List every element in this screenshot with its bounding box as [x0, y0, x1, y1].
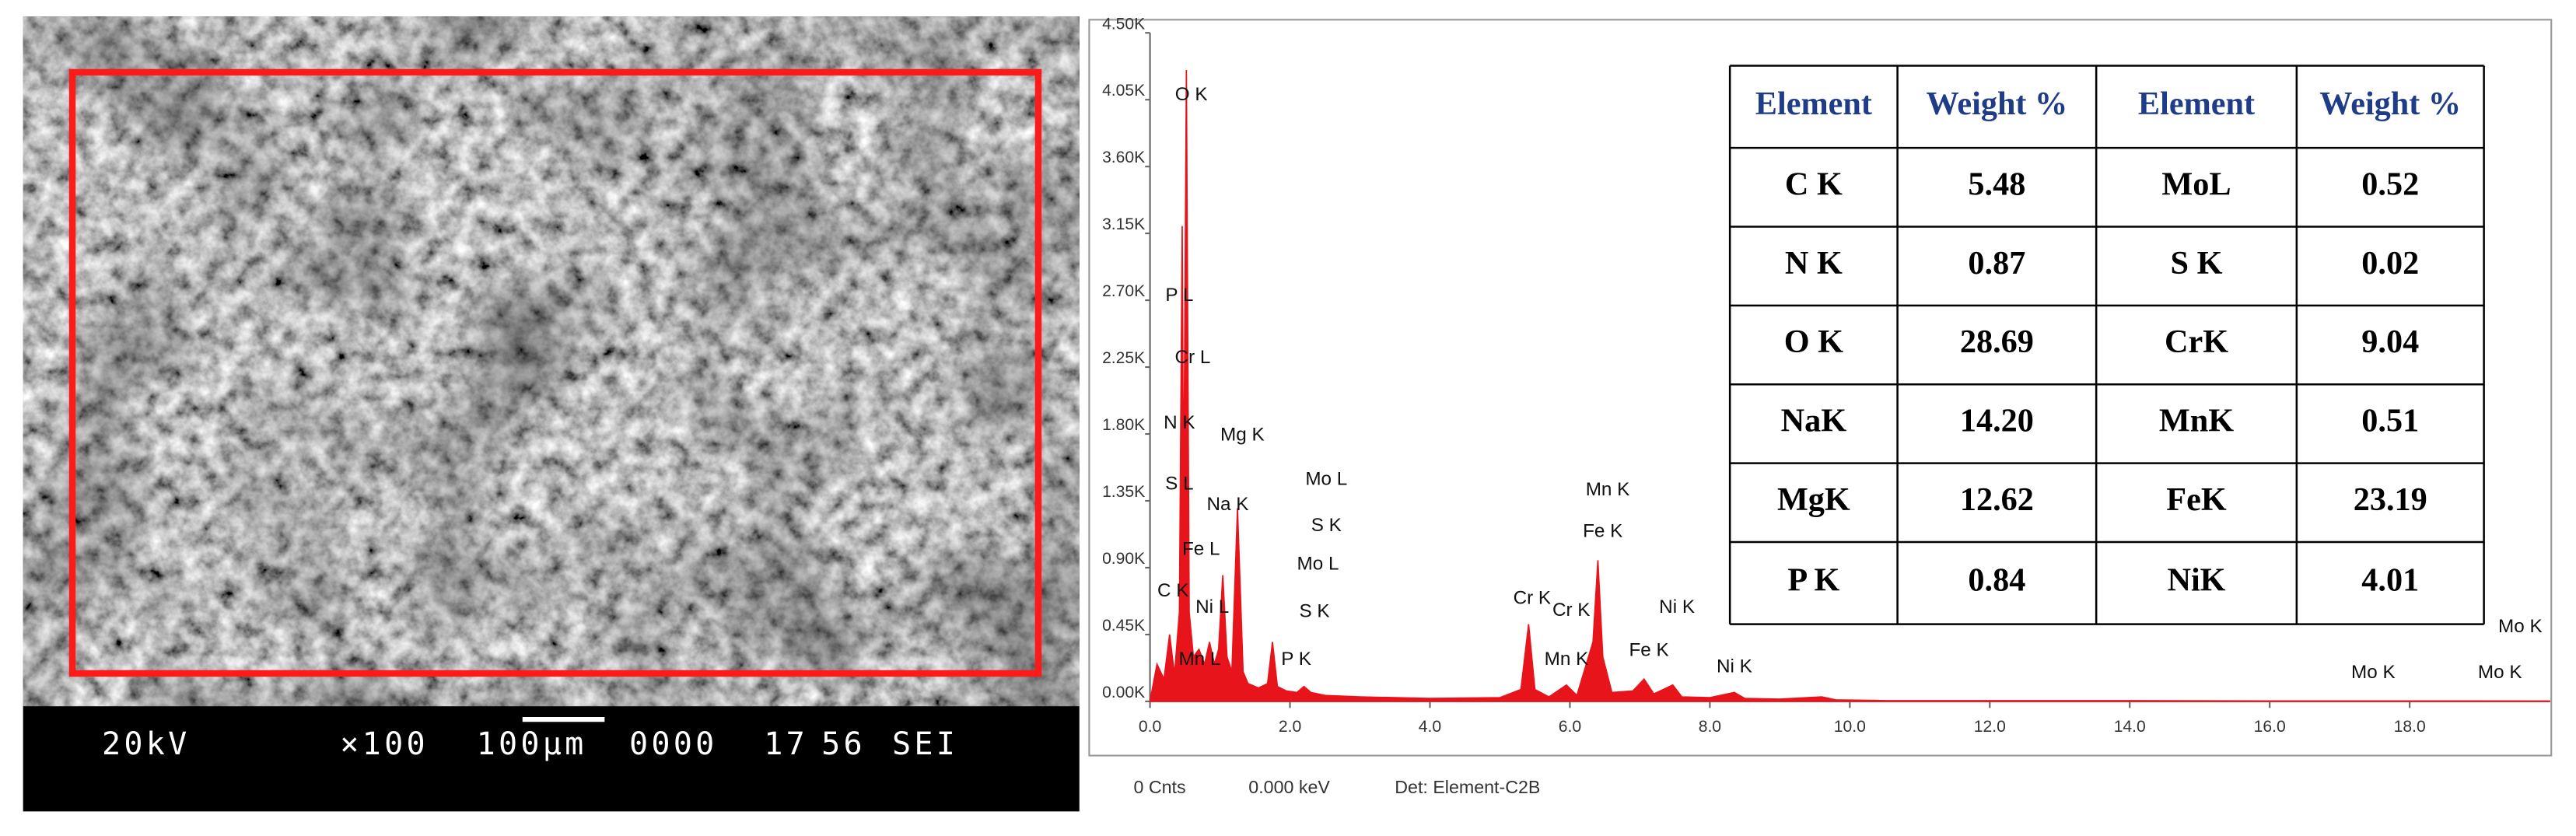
- sem-label: 0000: [629, 726, 718, 762]
- sem-label: ×100: [340, 726, 429, 762]
- x-tick-label: 8.0: [1699, 718, 1721, 736]
- table-bg: [1730, 65, 2484, 624]
- peak-label: O K: [1175, 84, 1208, 105]
- table-cell: 4.01: [2361, 561, 2419, 598]
- table-cell: 23.19: [2354, 481, 2427, 518]
- table-cell: 5.48: [1968, 166, 2025, 202]
- table-cell: NaK: [1781, 403, 1847, 439]
- x-tick-label: 16.0: [2254, 718, 2286, 736]
- table-cell: 0.02: [2361, 245, 2419, 282]
- sem-label: SEI: [892, 726, 958, 762]
- table-cell: NiK: [2167, 561, 2225, 598]
- y-tick-label: 0.45K: [1102, 617, 1145, 635]
- y-tick-label: 4.05K: [1102, 82, 1145, 100]
- table-cell: 12.62: [1960, 481, 2034, 518]
- x-tick-label: 0.0: [1139, 718, 1161, 736]
- table-cell: 0.87: [1968, 245, 2025, 282]
- table-cell: CrK: [2165, 324, 2228, 360]
- peak-label: Mo K: [2351, 662, 2396, 683]
- peak-label: Cr K: [1514, 587, 1552, 608]
- peak-label: Mo K: [2478, 662, 2522, 683]
- table-cell: O K: [1784, 324, 1843, 360]
- footer-label: 0.000 keV: [1248, 777, 1330, 797]
- table-cell: FeK: [2166, 481, 2227, 518]
- peak-label: Mo L: [1297, 554, 1339, 575]
- y-tick-label: 2.25K: [1102, 349, 1145, 367]
- peak-label: Fe L: [1182, 538, 1220, 559]
- sem-shading: [23, 16, 1080, 707]
- peak-label: Fe K: [1629, 639, 1668, 660]
- y-tick-label: 0.90K: [1102, 550, 1145, 568]
- peak-label: Fe K: [1583, 521, 1622, 542]
- sem-label: 20kV: [102, 726, 191, 762]
- x-tick-label: 6.0: [1559, 718, 1581, 736]
- table-cell: 9.04: [2361, 324, 2419, 360]
- table-cell: 0.51: [2361, 403, 2419, 439]
- y-tick-label: 3.60K: [1102, 149, 1145, 166]
- peak-label: S L: [1165, 473, 1193, 494]
- peak-label: S K: [1299, 601, 1329, 622]
- footer-label: Det: Element-C2B: [1395, 777, 1540, 797]
- spectrum-area: [1149, 69, 2550, 702]
- peak-label: P K: [1281, 649, 1311, 670]
- x-tick-label: 14.0: [2114, 718, 2146, 736]
- peak-label: Mo K: [2498, 616, 2543, 637]
- y-tick-label: 2.70K: [1102, 282, 1145, 300]
- peak-label: Mo L: [1305, 469, 1347, 490]
- peak-label: Mn K: [1545, 649, 1589, 670]
- table-cell: C K: [1785, 166, 1843, 202]
- y-tick-label: 3.15K: [1102, 215, 1145, 233]
- table-cell: 14.20: [1960, 403, 2034, 439]
- sem-label: 56: [821, 726, 866, 762]
- table-cell: S K: [2171, 245, 2223, 282]
- table-cell: MgK: [1777, 481, 1850, 518]
- peak-label: Ni K: [1717, 656, 1752, 677]
- table-cell: N K: [1785, 245, 1843, 282]
- footer-label: 0 Cnts: [1133, 777, 1185, 797]
- peak-label: S K: [1311, 515, 1342, 536]
- peak-label: Na K: [1206, 494, 1248, 515]
- table-cell: MoL: [2161, 166, 2231, 202]
- peak-label: N K: [1164, 412, 1195, 433]
- sem-label: 100μm: [477, 726, 587, 762]
- peak-label: Cr K: [1552, 600, 1591, 621]
- y-tick-label: 4.50K: [1102, 15, 1145, 33]
- sem-info-bar: [23, 706, 1080, 812]
- y-tick-label: 0.00K: [1102, 684, 1145, 701]
- peak-label: Mn L: [1178, 649, 1220, 670]
- peak-label: P L: [1165, 285, 1193, 306]
- sem-label: 17: [764, 726, 808, 762]
- x-tick-label: 10.0: [1834, 718, 1866, 736]
- x-tick-label: 4.0: [1419, 718, 1441, 736]
- peak-label: Ni L: [1195, 596, 1229, 617]
- y-tick-label: 1.35K: [1102, 483, 1145, 501]
- table-header: Weight %: [2319, 86, 2461, 122]
- sem-panel: [23, 16, 1080, 812]
- y-tick-label: 1.80K: [1102, 416, 1145, 434]
- x-tick-label: 18.0: [2394, 718, 2426, 736]
- table-cell: 0.52: [2361, 166, 2419, 202]
- table-cell: MnK: [2159, 403, 2234, 439]
- peak-label: Ni K: [1659, 596, 1695, 617]
- table-cell: 28.69: [1960, 324, 2034, 360]
- table-header: Element: [2138, 86, 2255, 122]
- table-header: Element: [1755, 86, 1872, 122]
- peak-label: Cr L: [1175, 347, 1211, 368]
- x-tick-label: 2.0: [1279, 718, 1301, 736]
- peak-label: C K: [1157, 580, 1188, 601]
- peak-label: Mn K: [1586, 479, 1630, 500]
- table-cell: P K: [1787, 561, 1839, 598]
- table-header: Weight %: [1926, 86, 2067, 122]
- peak-label: Mg K: [1220, 424, 1265, 445]
- selection-box: [68, 68, 1042, 677]
- x-tick-label: 12.0: [1974, 718, 2006, 736]
- table-cell: 0.84: [1968, 561, 2025, 598]
